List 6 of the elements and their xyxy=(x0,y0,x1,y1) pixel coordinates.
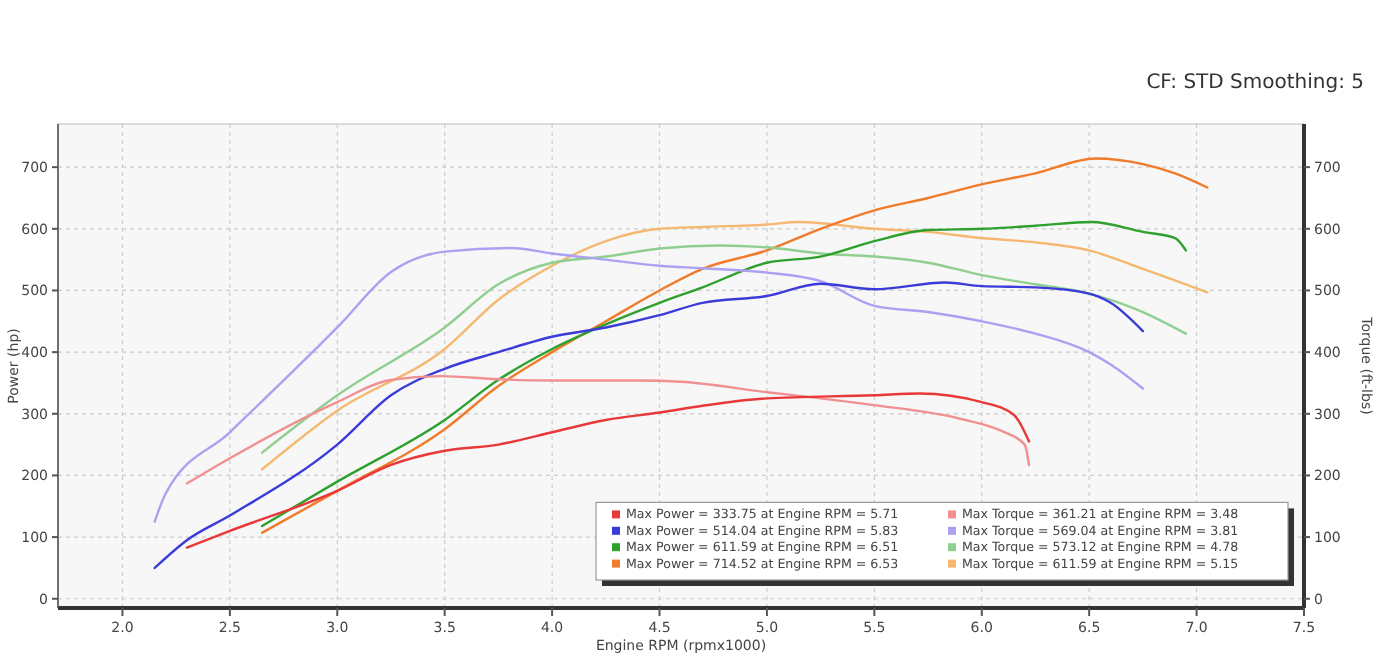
line-series xyxy=(260,220,1209,471)
line-series xyxy=(260,244,1188,454)
line-series xyxy=(260,157,1209,534)
line-series xyxy=(185,374,1031,485)
line-series xyxy=(260,220,1188,528)
text: CF: STD Smoothing: 5 xyxy=(1146,72,1364,94)
